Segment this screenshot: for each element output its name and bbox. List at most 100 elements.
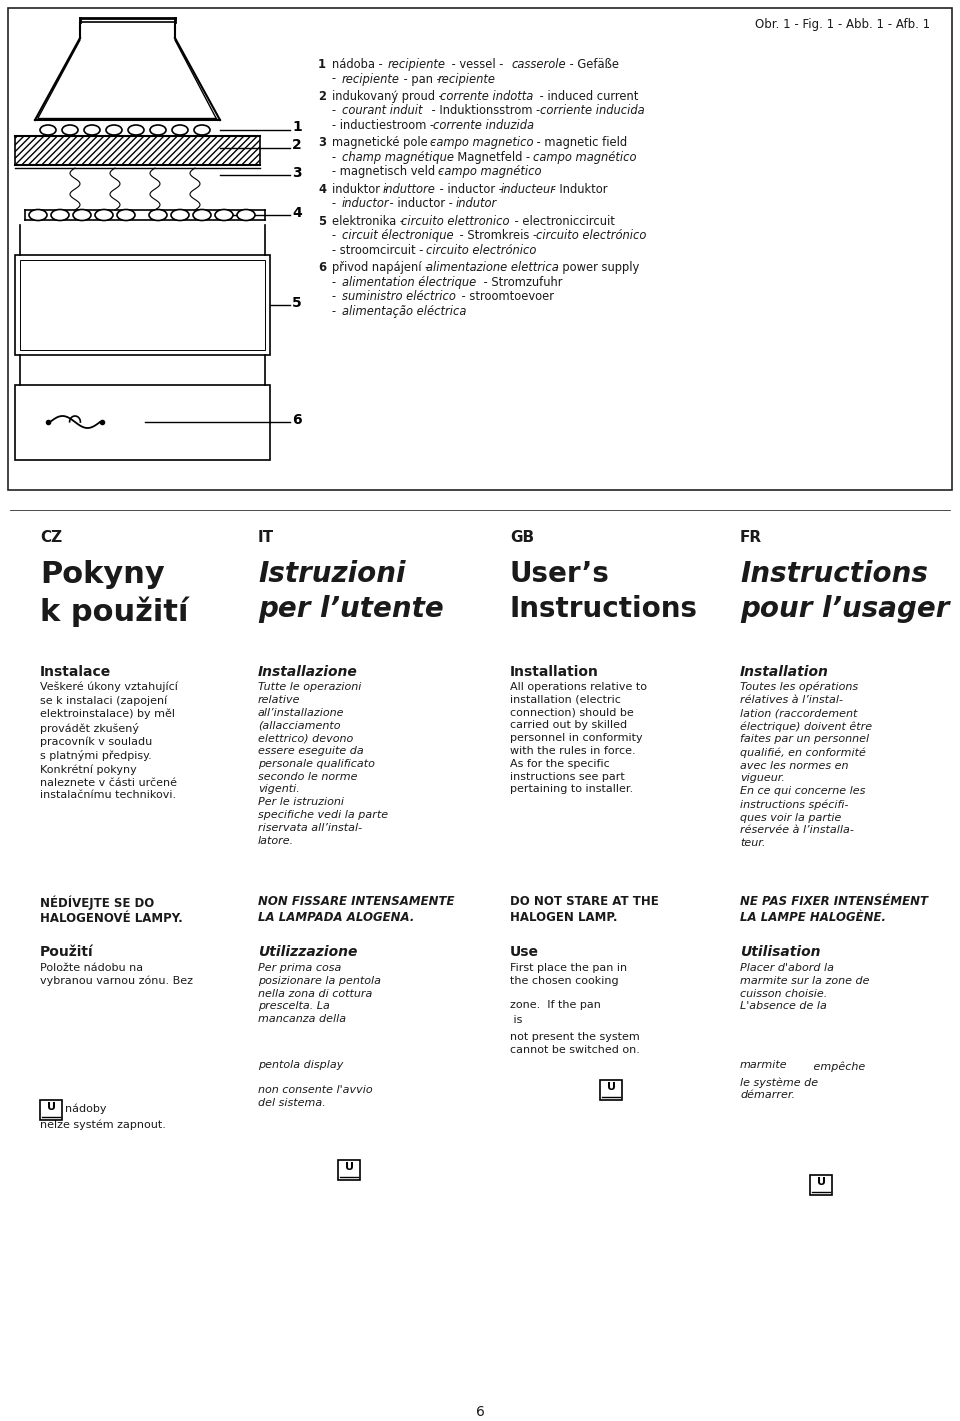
Ellipse shape <box>62 125 78 135</box>
Ellipse shape <box>149 209 167 220</box>
Ellipse shape <box>171 209 189 220</box>
Text: Istruzioni
per l’utente: Istruzioni per l’utente <box>258 560 444 622</box>
Ellipse shape <box>51 209 69 220</box>
Text: induttore: induttore <box>383 183 436 196</box>
Text: inducteur: inducteur <box>501 183 556 196</box>
Text: Utilizzazione: Utilizzazione <box>258 945 357 959</box>
Ellipse shape <box>73 209 91 220</box>
Text: zone.  If the pan: zone. If the pan <box>510 1000 601 1010</box>
Bar <box>20 260 265 350</box>
Ellipse shape <box>29 209 47 220</box>
Text: Instalace: Instalace <box>40 665 111 679</box>
Text: courant induit: courant induit <box>342 104 422 118</box>
Text: First place the pan in
the chosen cooking: First place the pan in the chosen cookin… <box>510 963 627 986</box>
Text: recipiente: recipiente <box>438 72 496 85</box>
Ellipse shape <box>95 209 113 220</box>
Text: campo magnético: campo magnético <box>533 151 636 163</box>
Text: 6: 6 <box>292 414 301 426</box>
Text: nádoba -: nádoba - <box>332 58 386 71</box>
Text: Veškeré úkony vztahující
se k instalaci (zapojení
elektroinstalace) by měl
prová: Veškeré úkony vztahující se k instalaci … <box>40 682 178 800</box>
Text: -: - <box>332 304 340 317</box>
Text: Tutte le operazioni
relative
all’installazione
(allacciamento
elettrico) devono
: Tutte le operazioni relative all’install… <box>258 682 388 845</box>
Ellipse shape <box>40 125 56 135</box>
Text: Use: Use <box>510 945 539 959</box>
Text: - Magnetfeld -: - Magnetfeld - <box>446 151 534 163</box>
Text: U: U <box>817 1177 826 1187</box>
Text: non consente l'avvio
del sistema.: non consente l'avvio del sistema. <box>258 1086 372 1108</box>
Text: Per prima cosa
posizionare la pentola
nella zona di cottura
prescelta. La
mancan: Per prima cosa posizionare la pentola ne… <box>258 963 381 1025</box>
Text: indutor: indutor <box>456 198 497 210</box>
Text: Installation: Installation <box>510 665 599 679</box>
Text: 2: 2 <box>292 138 301 152</box>
Bar <box>338 1160 360 1179</box>
Text: NE PAS FIXER INTENSÉMENT
LA LAMPE HALOGÈNE.: NE PAS FIXER INTENSÉMENT LA LAMPE HALOGÈ… <box>740 895 928 924</box>
Text: corrente induzida: corrente induzida <box>433 119 534 132</box>
Text: 3: 3 <box>292 166 301 180</box>
Text: CZ: CZ <box>40 530 62 546</box>
Ellipse shape <box>150 125 166 135</box>
Text: Installation: Installation <box>740 665 828 679</box>
Bar <box>40 1100 62 1120</box>
Text: -: - <box>332 72 340 85</box>
Text: - Induktor: - Induktor <box>548 183 608 196</box>
Ellipse shape <box>84 125 100 135</box>
Ellipse shape <box>193 209 211 220</box>
Text: GB: GB <box>510 530 534 546</box>
Text: corriente inducida: corriente inducida <box>540 104 644 118</box>
Text: 6: 6 <box>318 261 326 274</box>
Ellipse shape <box>117 209 135 220</box>
Text: campo magnetico: campo magnetico <box>430 136 534 149</box>
Text: -: - <box>332 104 340 118</box>
Text: IT: IT <box>258 530 275 546</box>
Text: All operations relative to
installation (electric
connection) should be
carried : All operations relative to installation … <box>510 682 647 794</box>
Text: circuito electrónico: circuito electrónico <box>426 243 537 257</box>
Text: not present the system
cannot be switched on.: not present the system cannot be switche… <box>510 1032 640 1054</box>
Text: empêche: empêche <box>810 1061 865 1073</box>
Text: -: - <box>332 290 340 303</box>
Text: - inductiestroom -: - inductiestroom - <box>332 119 438 132</box>
Text: Toutes les opérations
rélatives à l’instal-
lation (raccordement
électrique) doi: Toutes les opérations rélatives à l’inst… <box>740 682 872 848</box>
Text: -: - <box>332 276 340 288</box>
Text: Instructions
pour l’usager: Instructions pour l’usager <box>740 560 949 622</box>
Text: U: U <box>345 1162 353 1172</box>
Text: suministro eléctrico: suministro eléctrico <box>342 290 456 303</box>
Text: -: - <box>332 151 340 163</box>
Bar <box>810 1175 832 1195</box>
Bar <box>8 9 952 490</box>
Text: NÉDÍVEJTE SE DO
HALOGENOVÉ LAMPY.: NÉDÍVEJTE SE DO HALOGENOVÉ LAMPY. <box>40 895 182 925</box>
Text: elektronika -: elektronika - <box>332 215 408 227</box>
Text: inductor: inductor <box>342 198 390 210</box>
Text: campo magnético: campo magnético <box>438 165 541 178</box>
Text: magnetické pole -: magnetické pole - <box>332 136 439 149</box>
Text: 1: 1 <box>318 58 326 71</box>
Text: 2: 2 <box>318 90 326 102</box>
Text: - stroomcircuit -: - stroomcircuit - <box>332 243 427 257</box>
Text: Installazione: Installazione <box>258 665 358 679</box>
Text: 5: 5 <box>318 215 326 227</box>
Text: champ magnétique: champ magnétique <box>342 151 454 163</box>
Text: induktor -: induktor - <box>332 183 392 196</box>
Text: marmite: marmite <box>740 1060 787 1070</box>
Text: 4: 4 <box>318 183 326 196</box>
Text: Obr. 1 - Fig. 1 - Abb. 1 - Afb. 1: Obr. 1 - Fig. 1 - Abb. 1 - Afb. 1 <box>755 18 930 31</box>
Text: Utilisation: Utilisation <box>740 945 821 959</box>
Text: - inductor -: - inductor - <box>386 198 457 210</box>
Text: Pokyny
k použití: Pokyny k použití <box>40 560 188 627</box>
Text: corrente indotta: corrente indotta <box>440 90 533 102</box>
Text: recipiente: recipiente <box>388 58 446 71</box>
Text: - stroomtoevoer: - stroomtoevoer <box>458 290 554 303</box>
Text: 1: 1 <box>292 119 301 134</box>
Text: -: - <box>332 229 340 242</box>
Text: 3: 3 <box>318 136 326 149</box>
Text: is: is <box>510 1015 522 1025</box>
Text: 5: 5 <box>292 296 301 310</box>
Text: - power supply: - power supply <box>551 261 639 274</box>
Text: circuito electrónico: circuito electrónico <box>536 229 646 242</box>
Text: - inductor -: - inductor - <box>436 183 507 196</box>
Ellipse shape <box>237 209 255 220</box>
Ellipse shape <box>172 125 188 135</box>
Text: Použití: Použití <box>40 945 94 959</box>
Text: Položte nádobu na
vybranou varnou zónu. Bez: Položte nádobu na vybranou varnou zónu. … <box>40 963 193 986</box>
Text: User’s
Instructions: User’s Instructions <box>510 560 698 622</box>
Text: recipiente: recipiente <box>342 72 400 85</box>
